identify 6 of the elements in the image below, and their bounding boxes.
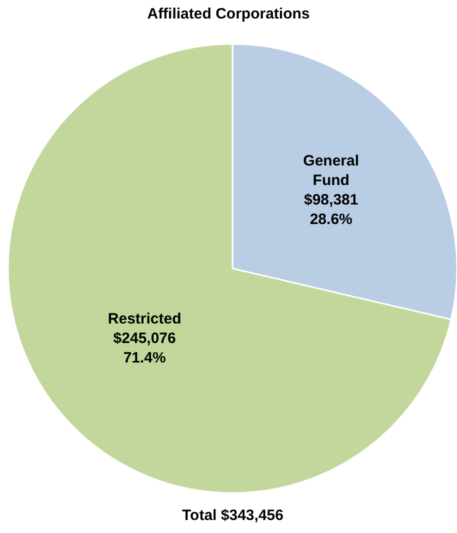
chart-title: Affiliated Corporations (147, 5, 310, 22)
data-label: $245,076 71.4% (113, 330, 176, 366)
slice-label: Restricted (108, 310, 182, 328)
data-label: $98,381 28.6% (304, 191, 358, 228)
slice-label: General Fund (303, 152, 360, 189)
text: Total $343,456 (182, 507, 284, 524)
